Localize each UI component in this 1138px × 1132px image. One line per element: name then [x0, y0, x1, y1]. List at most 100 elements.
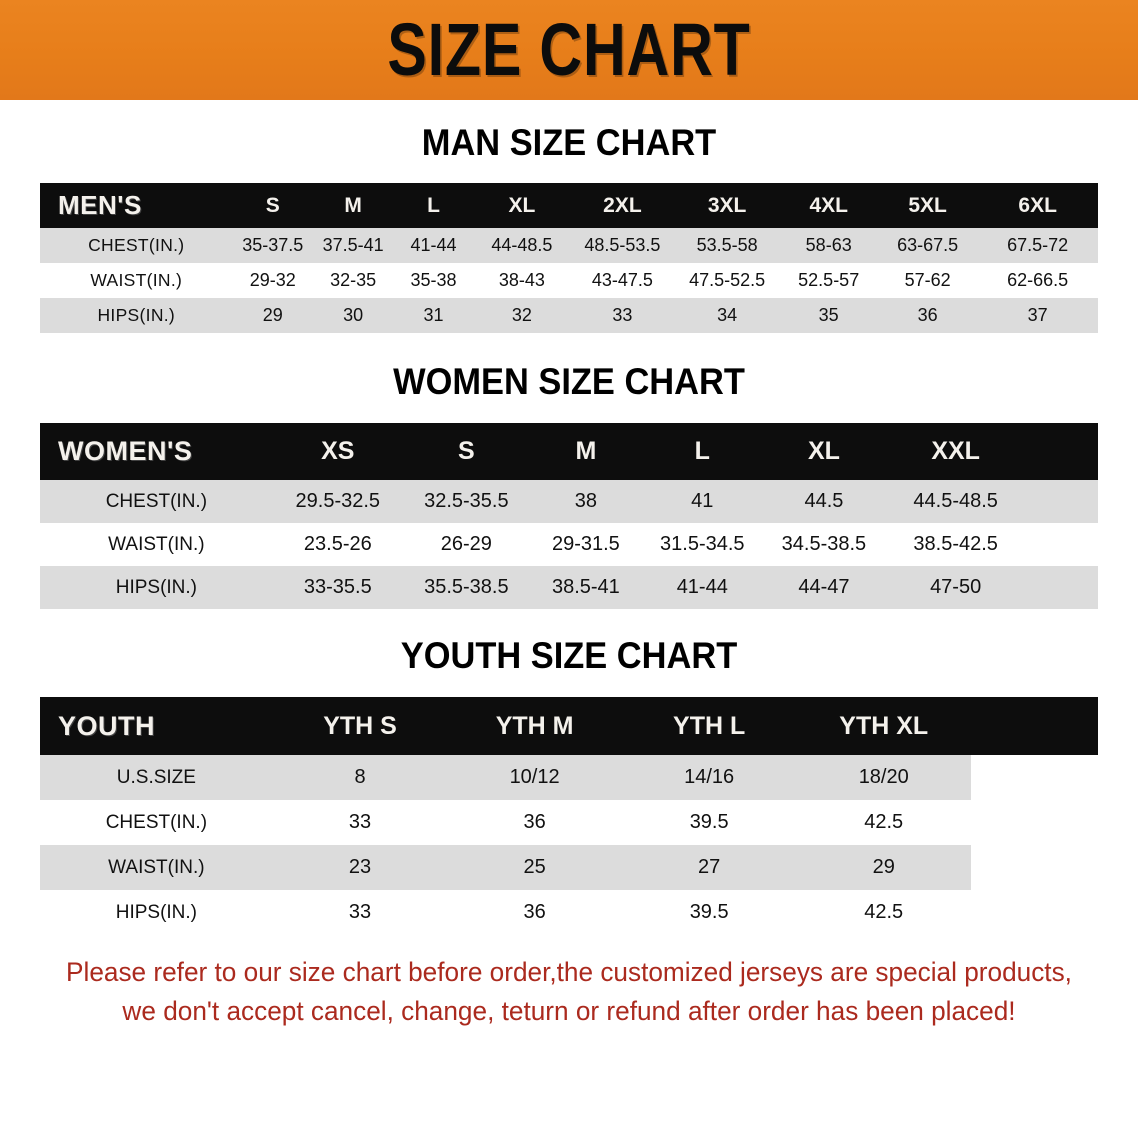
man-col-s: S	[232, 183, 313, 228]
youth-row-label-us-size: U.S.SIZE	[40, 755, 273, 800]
table-row: CHEST(IN.) 35-37.5 37.5-41 41-44 44-48.5…	[40, 228, 1098, 263]
youth-chest-m: 36	[447, 800, 622, 845]
women-header-spacer	[1026, 423, 1098, 480]
youth-row-label-hips: HIPS(IN.)	[40, 890, 273, 935]
page-title: SIZE CHART	[387, 8, 751, 91]
women-chest-m: 38	[529, 480, 642, 523]
women-hips-spacer	[1026, 566, 1098, 609]
women-chest-s: 32.5-35.5	[402, 480, 530, 523]
man-chest-xl: 44-48.5	[473, 228, 571, 263]
women-chest-xs: 29.5-32.5	[272, 480, 403, 523]
page-banner: SIZE CHART	[0, 0, 1138, 100]
youth-us-size-s: 8	[272, 755, 448, 800]
women-col-m: M	[529, 423, 642, 480]
man-chest-5xl: 63-67.5	[877, 228, 978, 263]
women-waist-xxl: 38.5-42.5	[885, 523, 1026, 566]
women-size-table-wrap: WOMEN'S XS S M L XL XXL CHEST(IN.) 29.5-…	[40, 423, 1098, 609]
man-hips-xl: 32	[473, 298, 571, 333]
man-hips-6xl: 37	[977, 298, 1098, 333]
table-row: CHEST(IN.) 29.5-32.5 32.5-35.5 38 41 44.…	[40, 480, 1098, 523]
page-content: MAN SIZE CHART MEN'S S M L XL 2XL 3XL 4X…	[0, 122, 1138, 1031]
youth-us-size-spacer	[971, 755, 1098, 800]
youth-hips-s: 33	[272, 890, 448, 935]
youth-hips-spacer	[971, 890, 1098, 935]
youth-row-label-waist: WAIST(IN.)	[40, 845, 273, 890]
man-hips-l: 31	[393, 298, 474, 333]
man-chest-2xl: 48.5-53.5	[570, 228, 675, 263]
women-hips-xxl: 47-50	[885, 566, 1026, 609]
man-col-6xl: 6XL	[977, 183, 1098, 228]
women-chest-l: 41	[641, 480, 763, 523]
women-waist-m: 29-31.5	[529, 523, 642, 566]
table-row: CHEST(IN.) 33 36 39.5 42.5	[40, 800, 1098, 845]
women-col-s: S	[402, 423, 530, 480]
women-row-label-chest: CHEST(IN.)	[40, 480, 273, 523]
women-row-label-hips: HIPS(IN.)	[40, 566, 273, 609]
youth-size-table: YOUTH YTH S YTH M YTH L YTH XL U.S.SIZE …	[40, 697, 1098, 935]
youth-corner-label: YOUTH	[40, 697, 273, 755]
man-waist-xl: 38-43	[473, 263, 571, 298]
man-chest-3xl: 53.5-58	[674, 228, 780, 263]
youth-col-yth-l: YTH L	[621, 697, 797, 755]
women-hips-xl: 44-47	[762, 566, 886, 609]
table-row: HIPS(IN.) 33-35.5 35.5-38.5 38.5-41 41-4…	[40, 566, 1098, 609]
disclaimer-text: Please refer to our size chart before or…	[37, 953, 1100, 1031]
women-hips-xs: 33-35.5	[272, 566, 403, 609]
man-chest-l: 41-44	[393, 228, 474, 263]
youth-row-label-chest: CHEST(IN.)	[40, 800, 273, 845]
man-col-2xl: 2XL	[570, 183, 675, 228]
youth-waist-l: 27	[621, 845, 797, 890]
youth-us-size-xl: 18/20	[796, 755, 971, 800]
youth-waist-xl: 29	[796, 845, 971, 890]
women-hips-m: 38.5-41	[529, 566, 642, 609]
man-section-title: MAN SIZE CHART	[421, 122, 717, 163]
youth-section-title: YOUTH SIZE CHART	[400, 635, 738, 676]
women-chest-xxl: 44.5-48.5	[885, 480, 1026, 523]
man-col-l: L	[393, 183, 474, 228]
women-waist-xl: 34.5-38.5	[762, 523, 886, 566]
table-row: U.S.SIZE 8 10/12 14/16 18/20	[40, 755, 1098, 800]
man-size-table: MEN'S S M L XL 2XL 3XL 4XL 5XL 6XL CHEST…	[40, 183, 1098, 333]
women-corner-label: WOMEN'S	[40, 423, 273, 480]
youth-hips-xl: 42.5	[796, 890, 971, 935]
women-waist-l: 31.5-34.5	[641, 523, 763, 566]
table-row: WAIST(IN.) 23.5-26 26-29 29-31.5 31.5-34…	[40, 523, 1098, 566]
man-hips-m: 30	[312, 298, 394, 333]
man-waist-l: 35-38	[393, 263, 474, 298]
youth-us-size-l: 14/16	[621, 755, 797, 800]
youth-chest-s: 33	[272, 800, 448, 845]
youth-col-yth-m: YTH M	[447, 697, 622, 755]
table-row: WAIST(IN.) 29-32 32-35 35-38 38-43 43-47…	[40, 263, 1098, 298]
man-row-label-chest: CHEST(IN.)	[40, 228, 233, 263]
women-row-label-waist: WAIST(IN.)	[40, 523, 273, 566]
women-size-table: WOMEN'S XS S M L XL XXL CHEST(IN.) 29.5-…	[40, 423, 1098, 609]
women-col-xs: XS	[272, 423, 403, 480]
man-hips-s: 29	[232, 298, 313, 333]
youth-waist-s: 23	[272, 845, 448, 890]
man-hips-3xl: 34	[674, 298, 780, 333]
man-hips-2xl: 33	[570, 298, 675, 333]
disclaimer-line-2: we don't accept cancel, change, teturn o…	[122, 996, 1016, 1027]
man-col-4xl: 4XL	[779, 183, 878, 228]
man-col-m: M	[312, 183, 394, 228]
women-section-title: WOMEN SIZE CHART	[393, 361, 745, 402]
youth-waist-spacer	[971, 845, 1098, 890]
youth-header-spacer	[971, 697, 1098, 755]
man-corner-label: MEN'S	[40, 183, 233, 228]
man-waist-m: 32-35	[312, 263, 394, 298]
man-waist-4xl: 52.5-57	[779, 263, 878, 298]
youth-hips-m: 36	[447, 890, 622, 935]
women-chest-xl: 44.5	[762, 480, 886, 523]
women-hips-l: 41-44	[641, 566, 763, 609]
man-col-3xl: 3XL	[674, 183, 780, 228]
women-col-l: L	[641, 423, 763, 480]
youth-size-table-wrap: YOUTH YTH S YTH M YTH L YTH XL U.S.SIZE …	[40, 697, 1098, 935]
man-waist-5xl: 57-62	[877, 263, 978, 298]
women-header-row: WOMEN'S XS S M L XL XXL	[40, 423, 1098, 480]
man-waist-6xl: 62-66.5	[977, 263, 1098, 298]
man-col-xl: XL	[473, 183, 571, 228]
man-header-row: MEN'S S M L XL 2XL 3XL 4XL 5XL 6XL	[40, 183, 1098, 228]
man-waist-s: 29-32	[232, 263, 313, 298]
youth-chest-xl: 42.5	[796, 800, 971, 845]
table-row: HIPS(IN.) 29 30 31 32 33 34 35 36 37	[40, 298, 1098, 333]
